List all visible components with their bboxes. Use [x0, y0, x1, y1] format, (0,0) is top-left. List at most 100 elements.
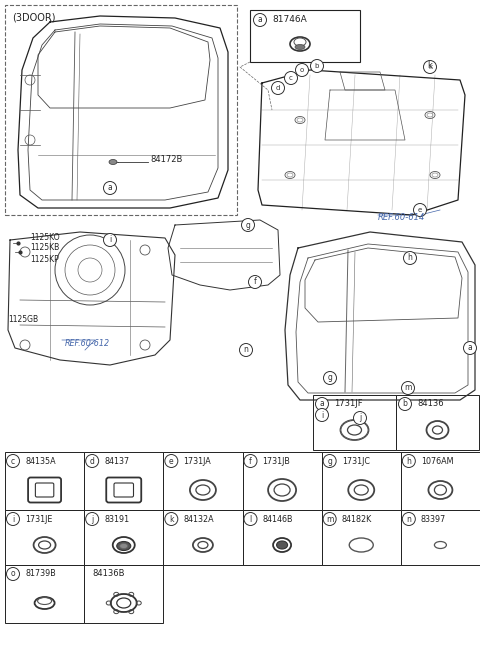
Text: b: b: [315, 63, 319, 69]
Bar: [242, 510, 322, 565]
Circle shape: [240, 344, 252, 357]
Text: 84146B: 84146B: [263, 514, 293, 523]
Text: n: n: [243, 346, 249, 355]
Text: i: i: [109, 236, 111, 245]
Text: d: d: [276, 85, 280, 91]
Circle shape: [311, 59, 324, 72]
Text: 81739B: 81739B: [25, 570, 56, 579]
Text: 84136: 84136: [417, 400, 444, 408]
Bar: [250, 10, 360, 62]
Circle shape: [423, 61, 436, 74]
Circle shape: [85, 512, 99, 525]
Text: c: c: [11, 456, 15, 465]
Text: 1076AM: 1076AM: [421, 456, 453, 465]
Text: c: c: [289, 75, 293, 81]
Text: 83397: 83397: [421, 514, 446, 523]
Text: 1731JF: 1731JF: [334, 400, 362, 408]
Text: e: e: [169, 456, 174, 465]
Circle shape: [253, 14, 266, 27]
Text: 1731JA: 1731JA: [183, 456, 211, 465]
Circle shape: [7, 568, 20, 581]
Text: 1125GB: 1125GB: [8, 316, 38, 324]
Circle shape: [413, 204, 427, 217]
Text: h: h: [407, 456, 411, 465]
Text: 84137: 84137: [104, 456, 129, 465]
Circle shape: [315, 408, 328, 421]
Ellipse shape: [120, 544, 128, 549]
Circle shape: [241, 219, 254, 232]
Bar: [5, 5, 237, 215]
Text: 1731JC: 1731JC: [342, 456, 370, 465]
Bar: [5, 510, 84, 565]
Text: b: b: [403, 400, 408, 408]
Text: 1125KO: 1125KO: [30, 232, 60, 242]
Bar: [401, 510, 480, 565]
Circle shape: [402, 454, 415, 467]
Circle shape: [104, 234, 117, 247]
Ellipse shape: [109, 159, 117, 165]
Bar: [322, 452, 401, 510]
Text: 84135A: 84135A: [25, 456, 56, 465]
Circle shape: [324, 372, 336, 385]
Circle shape: [323, 512, 336, 525]
Circle shape: [404, 251, 417, 264]
Circle shape: [464, 342, 477, 355]
Text: o: o: [11, 570, 15, 579]
Circle shape: [244, 454, 257, 467]
Text: i: i: [12, 514, 14, 523]
Text: 1125KB: 1125KB: [30, 243, 59, 253]
Text: f: f: [253, 277, 256, 286]
Circle shape: [249, 275, 262, 288]
Circle shape: [244, 512, 257, 525]
Ellipse shape: [276, 541, 288, 549]
Text: 1125KP: 1125KP: [30, 255, 59, 264]
Text: l: l: [250, 514, 252, 523]
Text: a: a: [320, 400, 324, 408]
Text: 1731JE: 1731JE: [25, 514, 52, 523]
Bar: [313, 395, 396, 450]
Text: i: i: [321, 411, 323, 419]
Text: k: k: [428, 61, 432, 70]
Ellipse shape: [117, 542, 131, 551]
Text: 1731JB: 1731JB: [263, 456, 290, 465]
Text: g: g: [246, 221, 251, 230]
Text: k: k: [428, 64, 432, 70]
Text: 84136B: 84136B: [92, 570, 125, 579]
Bar: [322, 510, 401, 565]
Bar: [396, 395, 479, 450]
Circle shape: [401, 381, 415, 395]
Circle shape: [165, 512, 178, 525]
Circle shape: [323, 454, 336, 467]
Text: 83191: 83191: [104, 514, 129, 523]
Text: g: g: [327, 374, 333, 383]
Text: 81746A: 81746A: [272, 16, 307, 25]
Circle shape: [296, 64, 309, 77]
Text: 84172B: 84172B: [150, 156, 182, 165]
Text: j: j: [91, 514, 93, 523]
Bar: [401, 452, 480, 510]
Text: 84132A: 84132A: [183, 514, 214, 523]
Circle shape: [7, 454, 20, 467]
Text: d: d: [90, 456, 95, 465]
Text: n: n: [407, 514, 411, 523]
Circle shape: [315, 398, 328, 411]
Text: h: h: [408, 253, 412, 262]
Circle shape: [398, 398, 411, 411]
Text: (3DOOR): (3DOOR): [12, 12, 56, 22]
Text: m: m: [404, 383, 412, 393]
Ellipse shape: [295, 44, 305, 49]
Circle shape: [85, 454, 99, 467]
Text: a: a: [468, 344, 472, 352]
Bar: [84, 452, 163, 510]
Circle shape: [402, 512, 415, 525]
Text: m: m: [326, 514, 333, 523]
Text: o: o: [300, 67, 304, 73]
Bar: [5, 565, 84, 623]
Bar: [5, 452, 84, 510]
Circle shape: [285, 72, 298, 85]
Text: f: f: [249, 456, 252, 465]
Bar: [163, 452, 242, 510]
Circle shape: [7, 512, 20, 525]
Text: e: e: [418, 207, 422, 213]
Text: a: a: [258, 16, 263, 25]
